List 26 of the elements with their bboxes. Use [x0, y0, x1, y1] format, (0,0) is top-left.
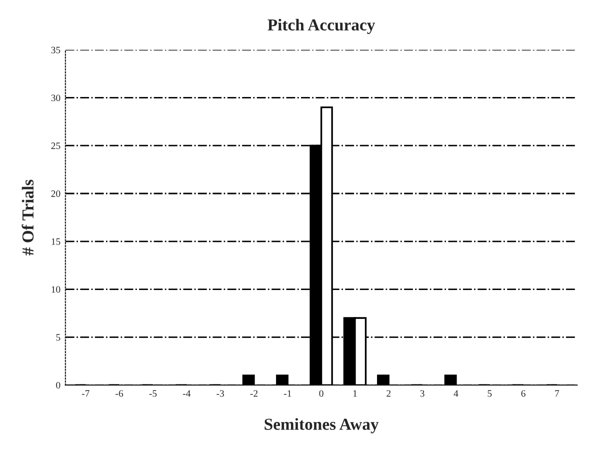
x-tick-label: -1 [284, 390, 292, 397]
y-tick-label: 0 [56, 382, 60, 389]
y-tick-label: 5 [56, 334, 60, 341]
y-axis-title: # Of Trials [22, 180, 34, 256]
x-tick-label: 2 [386, 390, 391, 397]
x-tick-label: 7 [555, 390, 560, 397]
x-axis-title: Semitones Away [264, 418, 379, 434]
x-tick-label: 4 [454, 390, 458, 397]
y-tick-label: 20 [51, 190, 60, 197]
x-tick-label: -3 [216, 390, 224, 397]
x-tick-label: -5 [149, 390, 157, 397]
x-tick-label: 3 [420, 390, 424, 397]
y-tick-label: 35 [51, 46, 60, 54]
x-tick-label: -4 [182, 390, 191, 397]
y-tick-label: 30 [51, 94, 60, 102]
x-tick-label: -7 [82, 390, 90, 397]
y-tick-label: 15 [52, 238, 60, 245]
x-tick-label: 5 [488, 390, 492, 397]
y-tick-label: 25 [51, 142, 60, 150]
x-tick-label: 0 [319, 390, 324, 397]
x-tick-label: 6 [521, 390, 526, 397]
chart-title: Pitch Accuracy [268, 18, 376, 34]
x-tick-label: -6 [116, 390, 124, 397]
x-tick-label: 1 [353, 390, 357, 397]
x-tick-label: -2 [250, 390, 258, 397]
y-tick-label: 10 [52, 286, 60, 293]
